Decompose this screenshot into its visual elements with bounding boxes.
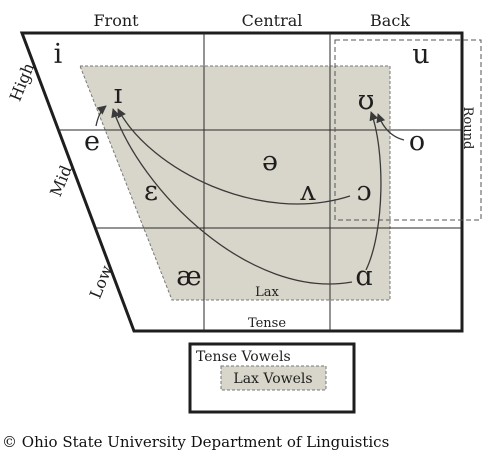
- row-low: Low: [86, 262, 116, 301]
- arrow-alpha-to-lax-u: [365, 111, 382, 271]
- legend-tense: Tense Vowels: [196, 349, 291, 365]
- row-high: High: [6, 60, 38, 104]
- lax-label: Lax: [255, 285, 279, 300]
- vowel-lax-i: ɪ: [114, 79, 123, 110]
- vowel-ash: æ: [176, 261, 201, 292]
- lax-region: [79, 65, 391, 301]
- legend-lax: Lax Vowels: [233, 371, 312, 387]
- round-label: Round: [460, 107, 475, 150]
- round-box: [334, 39, 482, 221]
- legend: Tense Vowels Lax Vowels: [188, 342, 356, 414]
- vowel-i: i: [54, 39, 63, 70]
- arrow-open-o-to-lax-i: [117, 108, 351, 205]
- column-central: Central: [242, 11, 303, 30]
- vowel-wedge: ʌ: [299, 176, 316, 207]
- legend-lax-swatch: [220, 365, 327, 391]
- vowel-schwa: ə: [262, 146, 278, 177]
- arrow-e-to-lax-i: [95, 105, 107, 127]
- arrow-alpha-to-lax-i: [111, 108, 353, 285]
- vowel-o: o: [409, 126, 425, 157]
- row-mid: Mid: [46, 163, 76, 200]
- copyright-credit: © Ohio State University Department of Li…: [2, 433, 390, 451]
- vowel-open-o: ɔ: [356, 176, 371, 207]
- arrow-o-to-lax-u: [376, 113, 405, 141]
- tense-label: Tense: [248, 316, 286, 331]
- vowel-alpha: ɑ: [355, 261, 372, 292]
- vowel-epsilon: ɛ: [144, 176, 158, 207]
- column-front: Front: [93, 11, 139, 30]
- tense-trapezoid: [19, 31, 464, 333]
- vowel-u: u: [412, 39, 429, 70]
- vowel-e: e: [84, 126, 100, 157]
- vowel-lax-u: ʊ: [358, 85, 375, 116]
- column-back: Back: [370, 11, 410, 30]
